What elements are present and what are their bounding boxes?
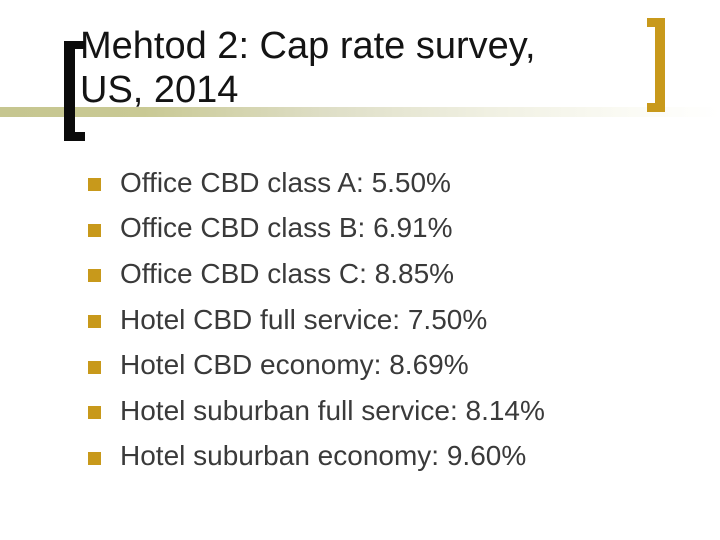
right-bracket-icon (647, 18, 665, 112)
list-item: Office CBD class A: 5.50% (88, 160, 545, 206)
bullet-square-icon (88, 178, 101, 192)
bullet-square-icon (88, 360, 101, 374)
list-item: Hotel suburban full service: 8.14% (88, 388, 545, 434)
bullet-text: Hotel suburban full service: 8.14% (120, 394, 545, 426)
bullet-text: Hotel CBD economy: 8.69% (120, 349, 469, 381)
list-item: Office CBD class B: 6.91% (88, 206, 545, 252)
slide-title: Mehtod 2: Cap rate survey, US, 2014 (80, 24, 640, 112)
bullet-square-icon (88, 315, 101, 329)
bullet-text: Office CBD class B: 6.91% (120, 212, 453, 244)
bullet-text: Office CBD class C: 8.85% (120, 257, 455, 289)
list-item: Office CBD class C: 8.85% (88, 251, 545, 297)
bullet-text: Hotel suburban economy: 9.60% (120, 440, 527, 472)
bullet-text: Office CBD class A: 5.50% (120, 166, 451, 198)
title-line-1: Mehtod 2: Cap rate survey, (80, 25, 536, 67)
bullet-text: Hotel CBD full service: 7.50% (120, 303, 488, 335)
bullet-square-icon (88, 269, 101, 283)
list-item: Hotel CBD economy: 8.69% (88, 342, 545, 388)
bullet-square-icon (88, 406, 101, 420)
list-item: Hotel suburban economy: 9.60% (88, 434, 545, 480)
bullet-square-icon (88, 451, 101, 465)
list-item: Hotel CBD full service: 7.50% (88, 297, 545, 343)
title-line-2: US, 2014 (80, 69, 239, 111)
title-underline-rule (0, 107, 720, 117)
left-bracket-icon (64, 41, 85, 141)
bullet-square-icon (88, 223, 101, 237)
bullet-list: Office CBD class A: 5.50% Office CBD cla… (88, 160, 545, 479)
